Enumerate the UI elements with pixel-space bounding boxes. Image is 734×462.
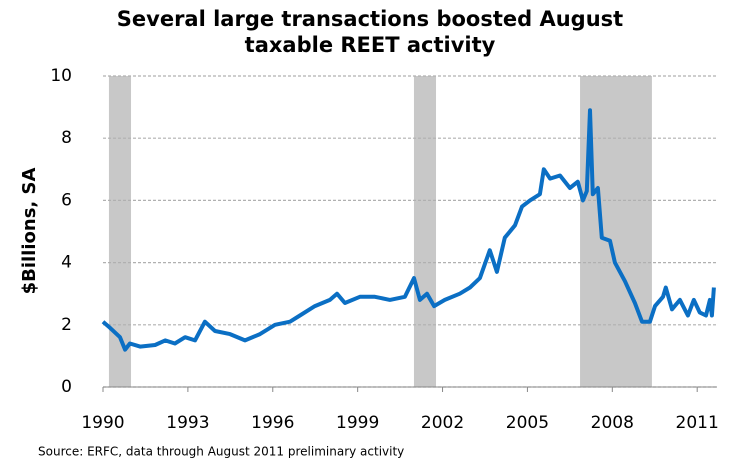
y-tick-label: 4 [61,253,72,273]
y-tick-label: 0 [61,377,72,397]
x-tick-label: 1990 [81,413,124,433]
data-line [101,108,716,352]
x-tick-label: 1999 [336,413,379,433]
x-tick-label: 1993 [166,413,209,433]
recession-band [413,76,437,387]
recession-band [108,76,132,387]
x-tick-label: 2005 [506,413,549,433]
y-tick-label: 2 [61,315,72,335]
y-tick-label: 8 [61,128,72,148]
x-tick-label: 2008 [591,413,634,433]
chart-title: Several large transactions boosted Augus… [116,7,624,57]
y-tick-label: 10 [50,66,72,86]
source-note: Source: ERFC, data through August 2011 p… [38,445,404,459]
y-axis-label: $Billions, SA [19,168,40,295]
x-tick-label: 2011 [676,413,719,433]
x-tick-label: 1996 [251,413,294,433]
x-tick-label: 2002 [421,413,464,433]
y-tick-label: 6 [61,190,72,210]
